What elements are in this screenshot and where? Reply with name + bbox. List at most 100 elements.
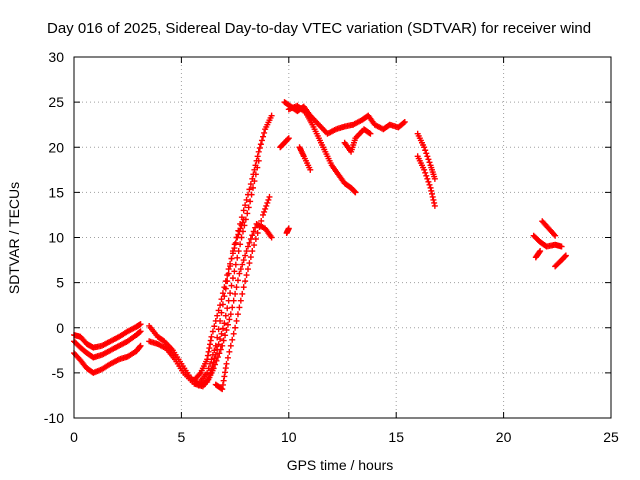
data-point (233, 317, 240, 324)
data-point (137, 342, 144, 349)
data-point (254, 153, 261, 160)
data-point (251, 178, 258, 185)
data-point (250, 228, 257, 235)
data-point (256, 145, 263, 152)
data-point (242, 278, 249, 285)
data-point (246, 239, 253, 246)
data-point (429, 193, 436, 200)
data-point (221, 284, 228, 291)
x-tick-label: 5 (178, 429, 186, 445)
data-point (266, 193, 273, 200)
data-point (243, 248, 250, 255)
data-point (552, 232, 559, 239)
data-point (219, 325, 226, 332)
data-point (421, 144, 428, 151)
data-point (215, 341, 222, 348)
data-point (352, 189, 359, 196)
data-point (221, 293, 228, 300)
data-point (231, 268, 238, 275)
data-point (401, 118, 408, 125)
data-point (204, 356, 211, 363)
data-point (537, 248, 544, 255)
data-point (236, 228, 243, 235)
data-point (246, 186, 253, 193)
data-point (212, 361, 219, 368)
data-point (237, 266, 244, 273)
data-point (215, 326, 222, 333)
data-point (222, 332, 229, 339)
data-point (430, 196, 437, 203)
data-point (238, 222, 245, 229)
data-point (236, 304, 243, 311)
x-tick-label: 25 (603, 429, 619, 445)
data-point (260, 133, 267, 140)
data-point (240, 257, 247, 264)
data-point (227, 260, 234, 267)
data-point (228, 282, 235, 289)
data-point (212, 317, 219, 324)
data-point (252, 236, 259, 243)
data-point (262, 205, 269, 212)
data-point (216, 350, 223, 357)
data-point (207, 337, 214, 344)
data-point (232, 261, 239, 268)
data-point (245, 204, 252, 211)
x-axis-label: GPS time / hours (287, 457, 394, 473)
y-tick-label: -5 (52, 365, 65, 381)
data-point (237, 297, 244, 304)
data-point (258, 137, 265, 144)
data-point (423, 172, 430, 179)
data-point (244, 243, 251, 250)
data-point (230, 297, 237, 304)
data-point (235, 248, 242, 255)
data-point (225, 266, 232, 273)
data-point (137, 328, 144, 335)
data-point (244, 210, 251, 217)
data-point (422, 169, 429, 176)
data-point (219, 290, 226, 297)
data-point (247, 254, 254, 261)
data-point (240, 207, 247, 214)
data-point (137, 321, 144, 328)
data-point (431, 175, 438, 182)
data-point (234, 254, 241, 261)
data-point (225, 297, 232, 304)
data-point (307, 166, 314, 173)
data-point (222, 365, 229, 372)
data-point (247, 198, 254, 205)
data-point (215, 307, 222, 314)
y-tick-label: 30 (48, 49, 64, 65)
data-point (285, 225, 292, 232)
data-point (252, 224, 259, 231)
data-point (220, 377, 227, 384)
data-point (232, 239, 239, 246)
axis-ticks: 0 5 10 15 20 25 -10 -5 0 5 10 15 20 25 30 (44, 49, 619, 445)
data-point (367, 130, 374, 137)
data-point (211, 323, 218, 330)
data-point (229, 304, 236, 311)
data-point (400, 119, 407, 126)
data-point (222, 312, 229, 319)
y-tick-label: 20 (48, 139, 64, 155)
data-point (285, 135, 292, 142)
data-point (431, 199, 438, 206)
data-point (285, 135, 292, 142)
data-point (207, 341, 214, 348)
data-point (233, 284, 240, 291)
data-point (196, 371, 203, 378)
data-point (250, 184, 256, 191)
data-point (551, 231, 558, 238)
data-point (431, 202, 438, 209)
data-point (239, 219, 246, 226)
data-point (268, 234, 275, 241)
data-point (236, 270, 243, 277)
data-point (260, 211, 267, 218)
data-point (218, 385, 225, 392)
data-point (239, 261, 246, 268)
data-point (136, 343, 143, 350)
y-axis-label: SDTVAR / TECUs (6, 182, 22, 294)
x-tick-label: 0 (70, 429, 78, 445)
data-point (421, 166, 428, 173)
data-point (424, 175, 431, 182)
data-point (246, 260, 253, 267)
